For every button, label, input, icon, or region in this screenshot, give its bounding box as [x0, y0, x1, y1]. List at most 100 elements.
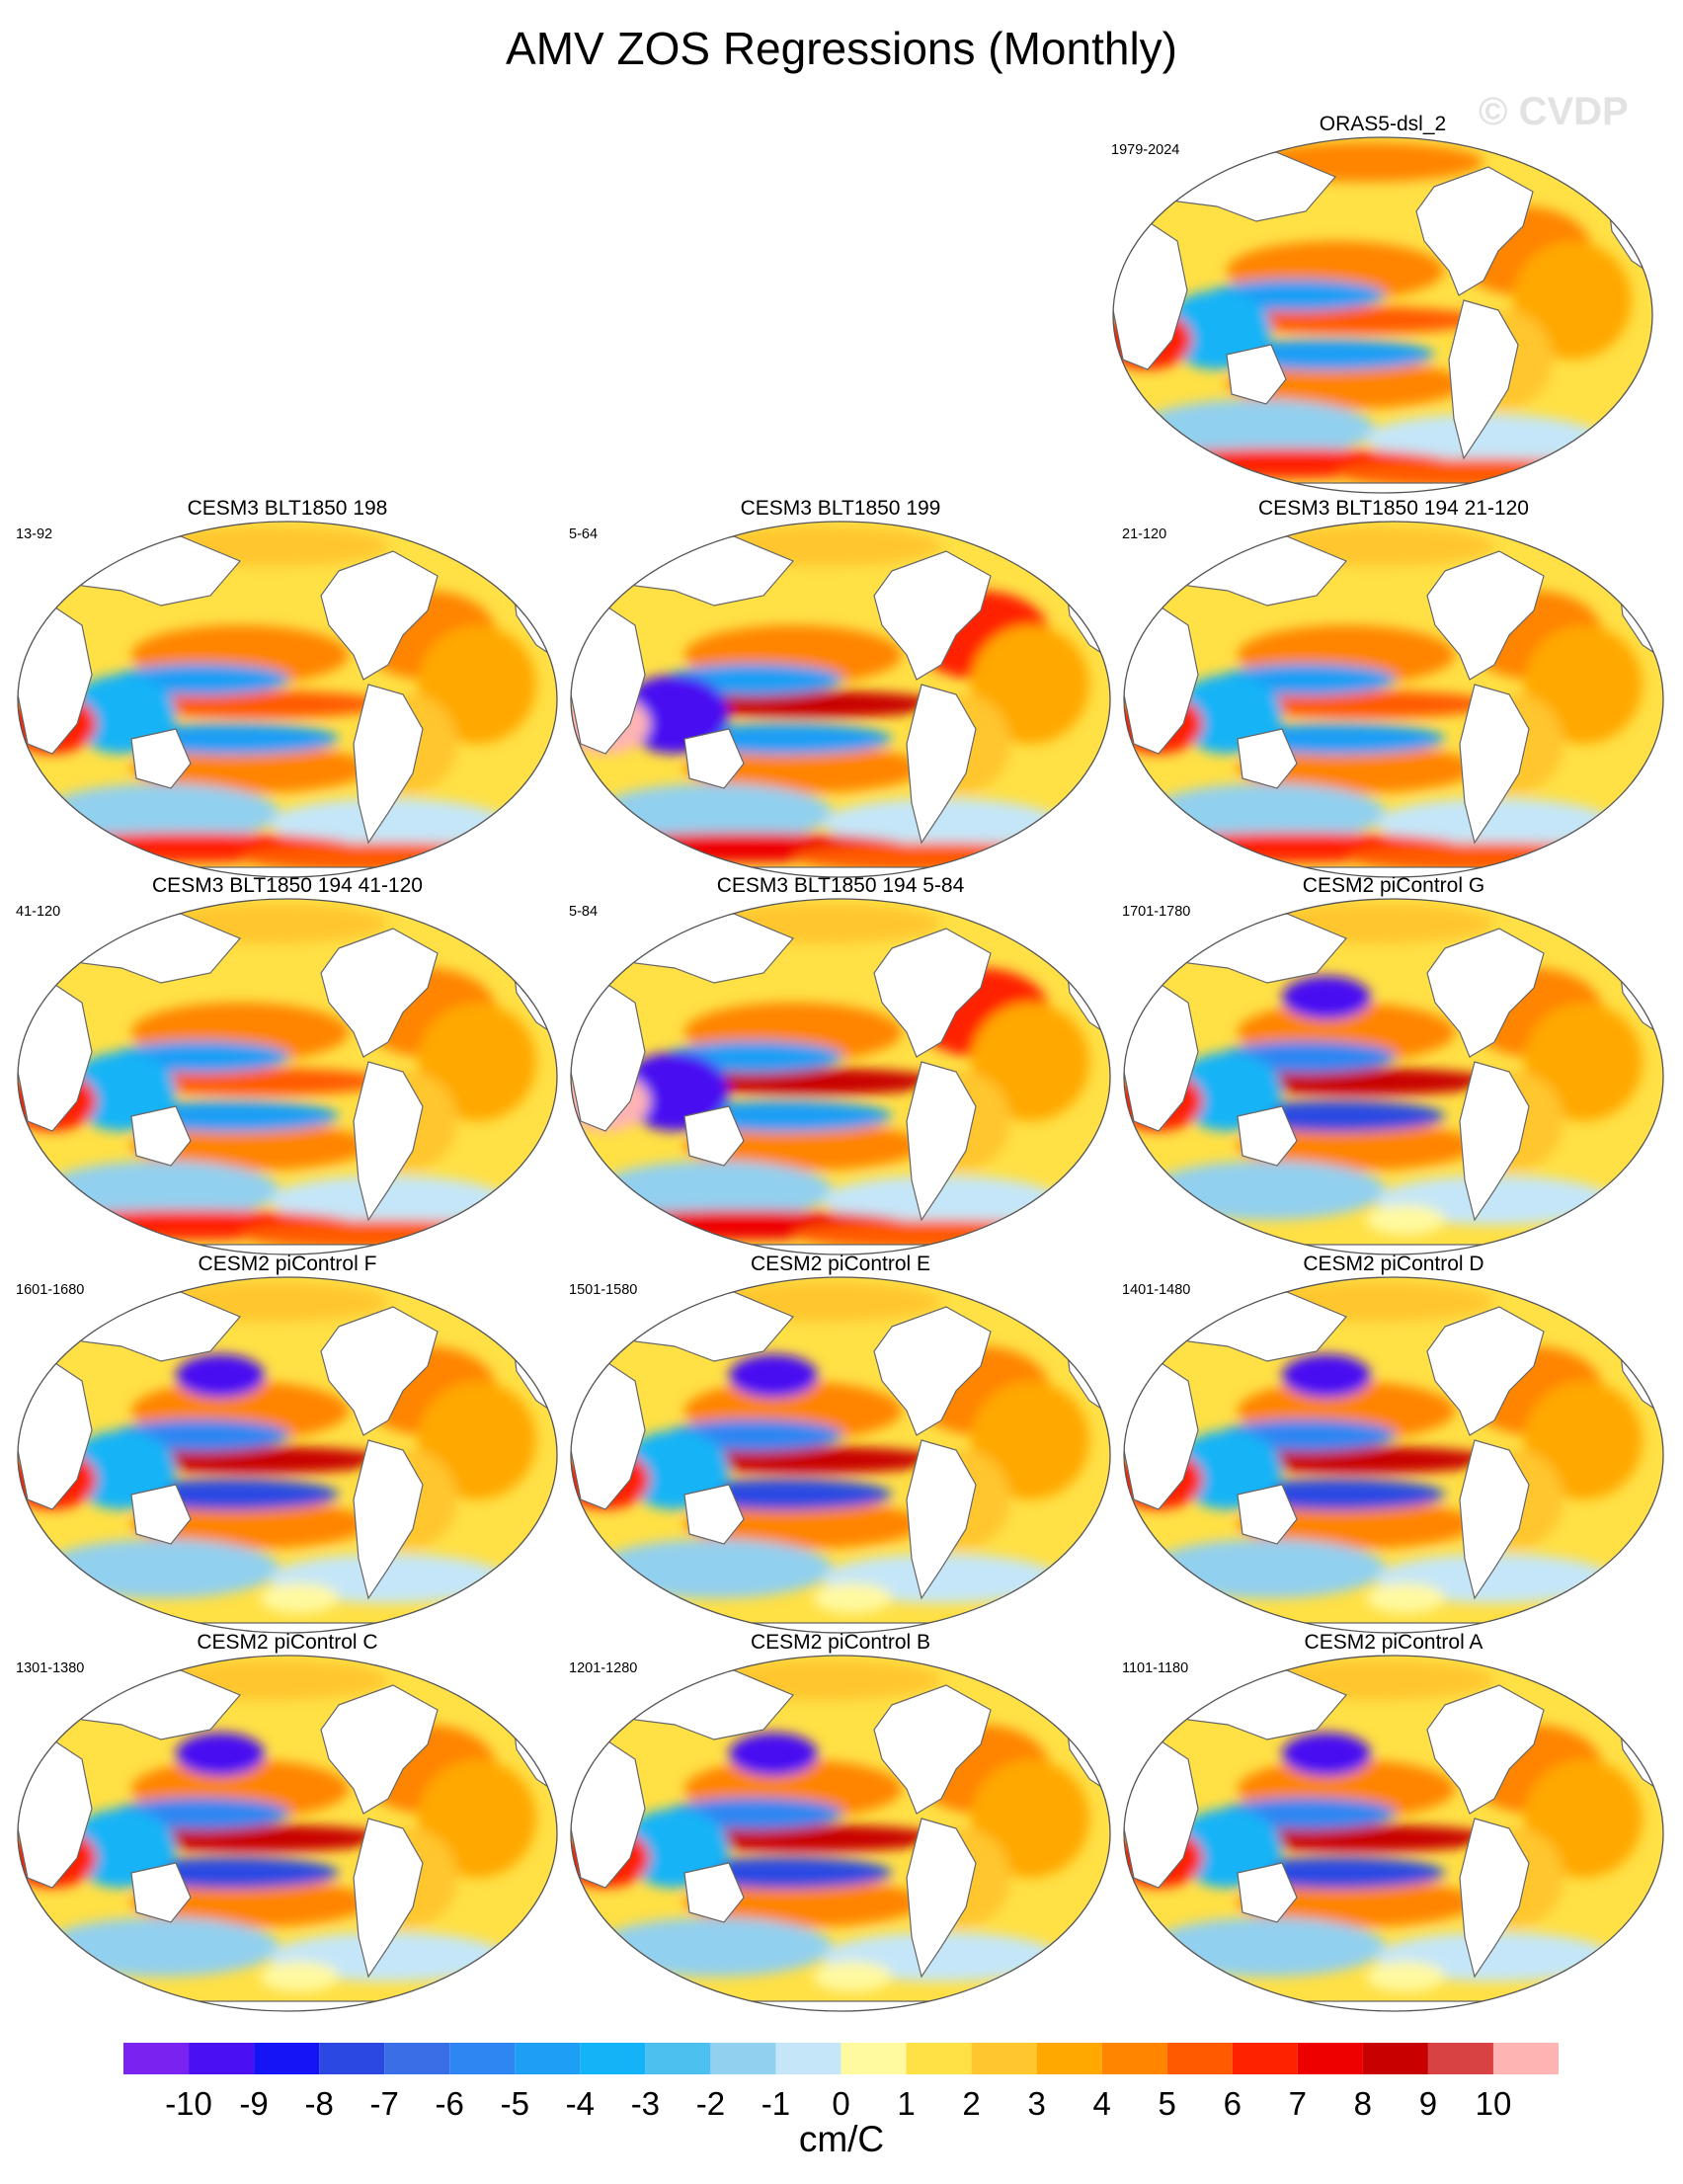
colorbar-tick-label: -3 — [631, 2085, 660, 2122]
colorbar-box — [1101, 2043, 1167, 2074]
regression-map — [17, 898, 558, 1255]
panel-period: 1501-1580 — [569, 1282, 638, 1298]
panel-cesm2-b: CESM2 piControl B 1201-1280 — [566, 1631, 1115, 2016]
colorbar-box — [1297, 2043, 1363, 2074]
panel-period: 1201-1280 — [569, 1660, 638, 1676]
colorbar-box — [1362, 2043, 1428, 2074]
colorbar-box — [775, 2043, 842, 2074]
panel-title: CESM3 BLT1850 199 — [740, 497, 941, 520]
panel-title: CESM3 BLT1850 194 41-120 — [152, 874, 423, 897]
colorbar-box — [1427, 2043, 1493, 2074]
colorbar-box — [1232, 2043, 1298, 2074]
map-border — [1123, 521, 1664, 878]
panel-period: 5-84 — [569, 904, 599, 920]
panel-title: CESM2 piControl E — [750, 1253, 931, 1275]
panel-title: CESM2 piControl G — [1302, 874, 1485, 897]
map-border — [17, 1276, 558, 1634]
panel-period: 21-120 — [1122, 526, 1167, 542]
panel-cesm3-199: CESM3 BLT1850 199 5-64 — [566, 497, 1115, 882]
panel-period: 1301-1380 — [16, 1660, 85, 1676]
colorbar-box — [1036, 2043, 1102, 2074]
colorbar-unit: cm/C — [799, 2119, 884, 2159]
colorbar-tick-label: -5 — [501, 2085, 529, 2122]
regression-map — [570, 1655, 1111, 2012]
map-border — [570, 1276, 1111, 1634]
colorbar-box — [384, 2043, 450, 2074]
panel-cesm2-d: CESM2 piControl D 1401-1480 — [1119, 1253, 1668, 1638]
colorbar-box — [1492, 2043, 1559, 2074]
colorbar-tick-label: 4 — [1093, 2085, 1111, 2122]
regression-map — [1123, 1655, 1664, 2012]
regression-map — [1123, 521, 1664, 878]
colorbar-tick-label: -6 — [436, 2085, 464, 2122]
colorbar-tick-label: 0 — [832, 2085, 849, 2122]
panel-title: CESM3 BLT1850 194 5-84 — [716, 874, 965, 897]
regression-map — [17, 1655, 558, 2012]
map-border — [1123, 1276, 1664, 1634]
regression-map — [570, 898, 1111, 1255]
regression-map — [17, 521, 558, 878]
colorbar-tick-label: 8 — [1354, 2085, 1372, 2122]
colorbar-tick-label: 2 — [962, 2085, 980, 2122]
colorbar-boxes — [123, 2043, 1559, 2074]
colorbar-box — [189, 2043, 255, 2074]
map-border — [1112, 136, 1653, 494]
colorbar-tick-label: -8 — [304, 2085, 333, 2122]
panel-cesm3-194-41-120: CESM3 BLT1850 194 41-120 41-120 — [13, 874, 562, 1259]
panel-cesm3-194-21-120: CESM3 BLT1850 194 21-120 21-120 — [1119, 497, 1668, 882]
figure-title: AMV ZOS Regressions (Monthly) — [506, 23, 1177, 74]
panel-period: 5-64 — [569, 526, 599, 542]
colorbar-tick-label: 1 — [897, 2085, 915, 2122]
panel-title: CESM2 piControl F — [198, 1253, 377, 1275]
colorbar-tick-label: -10 — [165, 2085, 212, 2122]
regression-map — [1123, 898, 1664, 1255]
panel-period: 1101-1180 — [1122, 1660, 1189, 1676]
panel-title: CESM3 BLT1850 198 — [187, 497, 388, 520]
colorbar-box — [906, 2043, 972, 2074]
panel-period: 1601-1680 — [16, 1282, 85, 1298]
colorbar-box — [710, 2043, 776, 2074]
map-border — [570, 1655, 1111, 2012]
regression-map — [17, 1276, 558, 1634]
colorbar-tick-label: -1 — [761, 2085, 790, 2122]
colorbar-tick-label: -7 — [370, 2085, 399, 2122]
panel-cesm2-g: CESM2 piControl G 1701-1780 — [1119, 874, 1668, 1259]
colorbar-tick-label: -4 — [566, 2085, 595, 2122]
panel-cesm2-f: CESM2 piControl F 1601-1680 — [13, 1253, 562, 1638]
colorbar-box — [254, 2043, 320, 2074]
colorbar-tick-label: 9 — [1419, 2085, 1437, 2122]
colorbar-box — [515, 2043, 581, 2074]
colorbar-box — [123, 2043, 190, 2074]
panel-title: CESM2 piControl B — [750, 1631, 931, 1654]
panel-period: 13-92 — [16, 526, 53, 542]
colorbar-tick-label: 3 — [1027, 2085, 1045, 2122]
colorbar-box — [580, 2043, 646, 2074]
map-border — [17, 898, 558, 1255]
panel-period: 1401-1480 — [1122, 1282, 1191, 1298]
panel-cesm3-194-5-84: CESM3 BLT1850 194 5-84 5-84 — [566, 874, 1115, 1259]
panel-title: CESM2 piControl C — [197, 1631, 378, 1654]
map-border — [17, 521, 558, 878]
colorbar-tick-label: -9 — [239, 2085, 268, 2122]
panel-title: ORAS5-dsl_2 — [1319, 113, 1447, 135]
panel-period: 1979-2024 — [1111, 142, 1180, 158]
colorbar-box — [1166, 2043, 1233, 2074]
map-border — [570, 521, 1111, 878]
colorbar-labels: -10 -9 -8 -7 -6 -5 -4 -3 -2 -1 0 1 2 3 4 5 6 7 8 9 10 — [165, 2085, 1511, 2122]
map-border — [570, 898, 1111, 1255]
colorbar-tick-label: 7 — [1289, 2085, 1307, 2122]
colorbar-tick-label: 5 — [1159, 2085, 1176, 2122]
colorbar-tick-label: 6 — [1224, 2085, 1242, 2122]
panel-period: 1701-1780 — [1122, 904, 1191, 920]
colorbar-box — [645, 2043, 711, 2074]
map-border — [17, 1655, 558, 2012]
panel-title: CESM3 BLT1850 194 21-120 — [1258, 497, 1529, 520]
map-border — [1123, 1655, 1664, 2012]
regression-map — [1112, 136, 1653, 494]
panel-cesm2-e: CESM2 piControl E 1501-1580 — [566, 1253, 1115, 1638]
watermark: © CVDP — [1479, 90, 1629, 133]
colorbar-box — [449, 2043, 516, 2074]
regression-map — [570, 1276, 1111, 1634]
colorbar-box — [841, 2043, 907, 2074]
colorbar-tick-label: -2 — [696, 2085, 725, 2122]
